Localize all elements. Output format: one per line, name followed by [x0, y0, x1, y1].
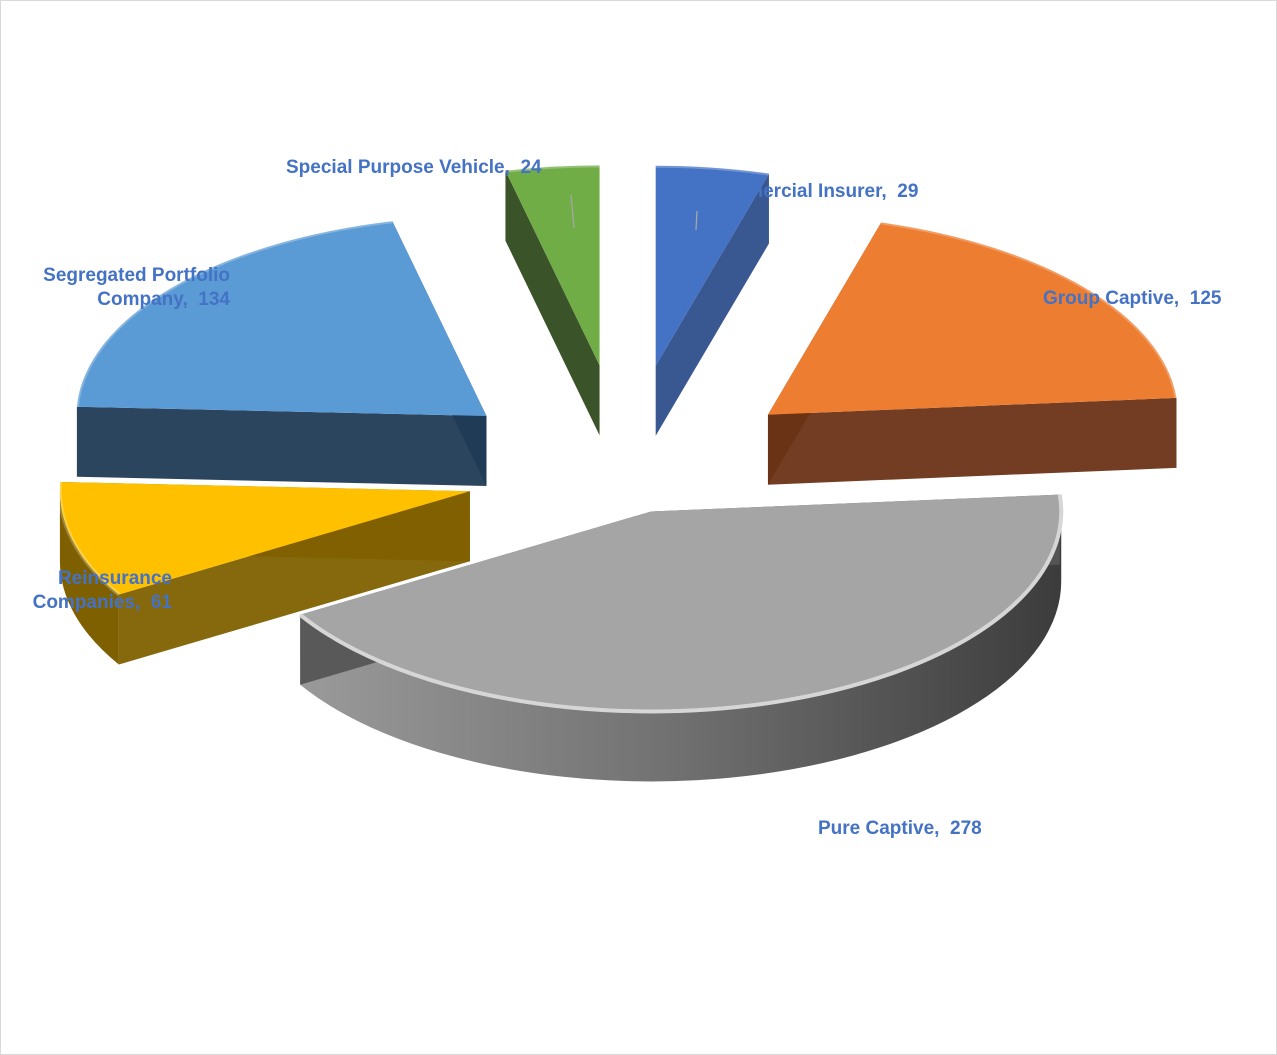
label-group-captive: Group Captive, 125 — [1043, 288, 1222, 309]
slice-cut-wall — [767, 397, 1177, 485]
slice-special-purpose-vehicle — [505, 163, 600, 436]
label-name: Segregated Portfolio Company — [43, 265, 230, 310]
slice-group-captive — [767, 220, 1179, 485]
slice-top-face — [300, 494, 1062, 712]
slice-cut-wall — [76, 406, 487, 486]
label-name: Commercial Insurer — [704, 181, 882, 202]
label-segregated-portfolio-company: Segregated Portfolio Company, 134 — [43, 265, 230, 310]
label-value: 24 — [520, 157, 542, 178]
slice-rim — [655, 163, 770, 176]
label-special-purpose-vehicle: Special Purpose Vehicle, 24 — [286, 157, 542, 178]
label-value: 278 — [950, 818, 982, 839]
slice-rim — [298, 494, 1064, 714]
slice-top-face — [505, 165, 600, 366]
label-name: Special Purpose Vehicle — [286, 157, 505, 178]
slice-outer-wall — [59, 491, 119, 665]
leader-special-purpose-vehicle — [570, 194, 575, 229]
slice-pure-captive — [298, 494, 1064, 782]
label-value: 134 — [198, 289, 230, 310]
slice-cut-wall — [655, 173, 769, 436]
leader-commercial-insurer — [695, 210, 698, 231]
label-value: 61 — [150, 592, 172, 613]
label-name: Group Captive — [1043, 288, 1174, 309]
slice-reinsurance-companies — [57, 481, 470, 665]
label-value: 29 — [897, 181, 919, 202]
label-value: 125 — [1189, 288, 1222, 309]
slice-segregated-portfolio-company — [74, 219, 487, 486]
slice-rim — [880, 220, 1179, 399]
slice-top-face — [767, 222, 1177, 415]
label-commercial-insurer: Commercial Insurer, 29 — [704, 181, 919, 202]
slice-rim — [74, 219, 393, 407]
slice-top-face — [59, 482, 470, 595]
slice-top-face — [655, 165, 769, 366]
label-pure-captive: Pure Captive, 278 — [818, 818, 982, 839]
label-reinsurance-companies: Reinsurance Companies, 61 — [32, 568, 172, 613]
slice-rim — [505, 163, 600, 173]
slice-cut-wall — [505, 170, 600, 436]
slice-commercial-insurer — [655, 163, 770, 436]
slice-outer-wall — [300, 511, 1062, 782]
slice-rim — [57, 481, 121, 597]
slice-top-face — [76, 221, 487, 416]
label-name: Pure Captive — [818, 818, 935, 839]
label-name: Reinsurance Companies — [32, 568, 172, 613]
